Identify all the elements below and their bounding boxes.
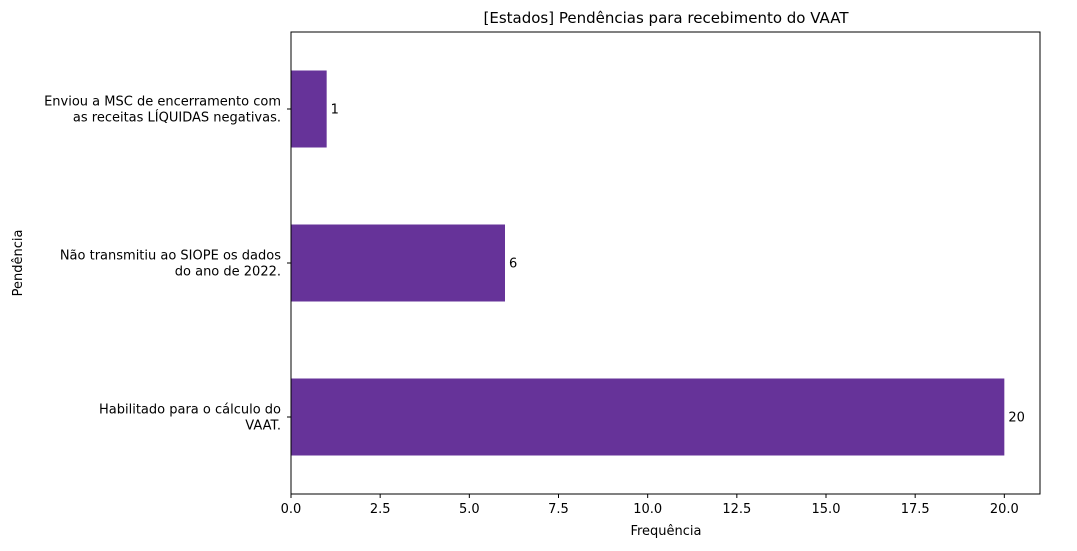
bar: [291, 70, 327, 148]
y-tick-label-line: VAAT.: [245, 419, 281, 434]
y-tick-label-line: Não transmitiu ao SIOPE os dados: [60, 249, 281, 264]
data-label: 6: [509, 257, 517, 272]
x-tick-label: 10.0: [633, 502, 662, 517]
x-tick-label: 12.5: [722, 502, 751, 517]
data-label: 20: [1008, 411, 1025, 426]
y-axis-label: Pendência: [11, 230, 26, 297]
x-tick-label: 15.0: [812, 502, 841, 517]
x-tick-label: 0.0: [281, 502, 302, 517]
bars-layer: [291, 70, 1005, 456]
x-tick-label: 7.5: [548, 502, 569, 517]
bar: [291, 224, 505, 302]
y-tick-label: Enviou a MSC de encerramento com as recei…: [44, 95, 281, 126]
x-tick-label: 20.0: [990, 502, 1019, 517]
data-label: 1: [331, 103, 339, 118]
x-tick-label: 2.5: [370, 502, 391, 517]
y-axis: Enviou a MSC de encerramento com as recei…: [44, 95, 291, 434]
x-tick-label: 17.5: [901, 502, 930, 517]
y-tick-label-line: Enviou a MSC de encerramento com: [44, 95, 281, 110]
x-tick-label: 5.0: [459, 502, 480, 517]
y-tick-label-line: do ano de 2022.: [175, 265, 281, 280]
y-tick-label: Habilitado para o cálculo do VAAT.: [99, 403, 281, 434]
y-tick-label: Não transmitiu ao SIOPE os dados do ano d…: [60, 249, 281, 280]
plot-frame: [290, 31, 1041, 495]
y-tick-label-line: Habilitado para o cálculo do: [99, 403, 281, 418]
bar: [291, 378, 1005, 456]
y-tick-label-line: as receitas LÍQUIDAS negativas.: [73, 110, 281, 126]
x-axis: 0.0 2.5 5.0 7.5 10.0 12.5 15.0 17.5 20.0: [281, 494, 1019, 517]
x-axis-label: Frequência: [630, 524, 701, 539]
chart-title: [Estados] Pendências para recebimento do…: [484, 9, 850, 27]
